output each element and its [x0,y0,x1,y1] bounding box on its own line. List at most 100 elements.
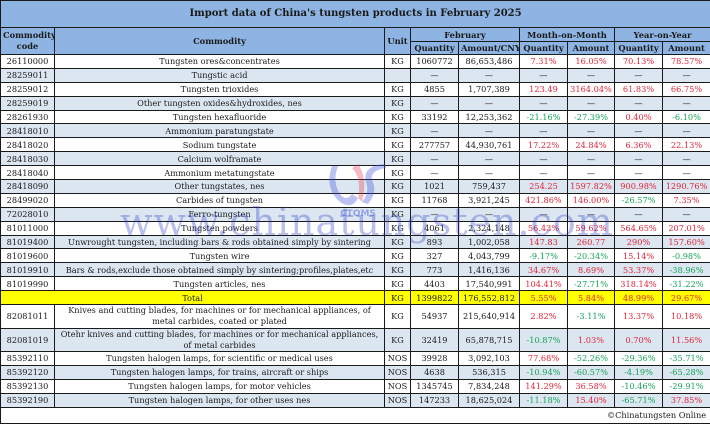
value-qty: — [410,67,459,83]
value-amt: 1,416,136 [458,262,520,278]
commodity-name: Tungsten ores&concentrates [54,54,385,69]
commodity-code: 28418020 [0,137,55,153]
value-amt: 86,653,486 [458,54,520,69]
commodity-code: 81019400 [0,234,55,250]
value-qty: 1345745 [410,378,459,394]
unit [384,67,411,83]
table-row: 82081011 Knives and cutting blades, for m… [0,304,710,329]
value-yoy-q: -29.36% [614,351,663,366]
value-qty: 4638 [410,364,459,380]
commodity-name: Tungsten halogen lamps, for other uses n… [54,392,385,408]
header-mom: Month-on-Month [519,27,615,42]
unit: KG [384,304,411,329]
value-mom-q: -10.87% [519,327,568,353]
value-qty: — [410,123,459,139]
total-amt: 176,552,812 [458,290,520,306]
value-yoy-q: — [614,67,663,83]
commodity-code: 28418010 [0,123,55,139]
value-amt: 65,878,715 [458,327,520,353]
value-yoy-a: — [661,151,710,167]
value-yoy-q: — [614,206,663,222]
value-mom-q: — [519,206,568,222]
commodity-code: 85392110 [0,351,55,366]
value-mom-q: 254.25 [519,179,568,194]
value-yoy-a: 37.85% [661,392,710,408]
commodity-name: Tungsten halogen lamps, for scientific o… [54,351,385,366]
value-mom-a: 146.00% [567,192,615,208]
unit: NOS [384,392,411,408]
commodity-name: Tungsten wire [54,248,385,264]
commodity-name: Tungstic acid [54,67,385,83]
unit: KG [384,151,411,167]
value-mom-a: — [567,151,615,167]
value-mom-a: — [567,165,615,181]
total-yoy-q: 48.99% [614,290,663,306]
value-qty: 4855 [410,81,459,97]
value-mom-q: 56.43% [519,220,568,236]
value-yoy-q: — [614,95,663,111]
table-row: 28499020 Carbides of tungsten KG 11768 3,921… [0,192,710,208]
unit: NOS [384,364,411,380]
commodity-code: 81019600 [0,248,55,264]
value-amt: — [458,67,520,83]
commodity-name: Tungsten hexafluoride [54,109,385,125]
table-row: 85392120 Tungsten halogen lamps, for trai… [0,364,710,380]
value-amt: 759,437 [458,179,520,194]
table-row: 28418090 Other tungstates, nes KG 1021 759,4… [0,179,710,194]
total-unit: KG [384,290,411,306]
value-amt: 12,253,362 [458,109,520,125]
value-qty: 4061 [410,220,459,236]
value-qty: 277757 [410,137,459,153]
header-mom-amount: Amount [567,41,615,55]
commodity-code: 28418040 [0,165,55,181]
commodity-name: Bars & rods,exclude those obtained simpl… [54,262,385,278]
value-amt: 18,625,024 [458,392,520,408]
value-qty: 32419 [410,327,459,353]
commodity-name: Tungsten articles, nes [54,276,385,292]
value-amt: — [458,151,520,167]
header-february: February [410,27,520,42]
value-amt: 4,043,799 [458,248,520,264]
commodity-code: 82081019 [0,327,55,353]
header-code: Commodity code [0,27,55,55]
unit: KG [384,123,411,139]
table-row: 28259019 Other tungsten oxides&hydroxides… [0,95,710,111]
value-yoy-q: — [614,165,663,181]
value-mom-a: 15.40% [567,392,615,408]
value-yoy-a: -38.96% [661,262,710,278]
value-qty: 147233 [410,392,459,408]
value-amt: 215,640,914 [458,304,520,329]
commodity-name: Carbides of tungsten [54,192,385,208]
table-row: 28418040 Ammonium metatungstate KG — — — — — — [0,165,710,181]
value-mom-q: 104.41% [519,276,568,292]
value-qty: 327 [410,248,459,264]
value-mom-q: 77.68% [519,351,568,366]
value-yoy-a: — [661,165,710,181]
value-yoy-q: 900.98% [614,179,663,194]
commodity-name: Knives and cutting blades, for machines … [54,304,385,329]
value-mom-a: -3.11% [567,304,615,329]
value-yoy-q: 61.83% [614,81,663,97]
commodity-code: 81019990 [0,276,55,292]
value-yoy-a: 157.60% [661,234,710,250]
value-yoy-a: — [661,123,710,139]
commodity-code: 28259012 [0,81,55,97]
value-mom-a: 24.84% [567,137,615,153]
value-mom-a: 260.77 [567,234,615,250]
value-yoy-a: 66.75% [661,81,710,97]
value-mom-a: -27.39% [567,109,615,125]
commodity-code: 28261930 [0,109,55,125]
table-row: 28418010 Ammonium paratungstate KG — — — — — — [0,123,710,139]
total-yoy-a: 29.67% [661,290,710,306]
unit: KG [384,276,411,292]
value-qty: — [410,95,459,111]
value-mom-a: -52.26% [567,351,615,366]
header-unit: Unit [384,27,411,55]
commodity-code: 81019910 [0,262,55,278]
value-mom-q: 34.67% [519,262,568,278]
value-amt: — [458,95,520,111]
value-mom-a: -20.34% [567,248,615,264]
value-qty: 39928 [410,351,459,366]
value-mom-a: 36.58% [567,378,615,394]
value-qty: 54937 [410,304,459,329]
